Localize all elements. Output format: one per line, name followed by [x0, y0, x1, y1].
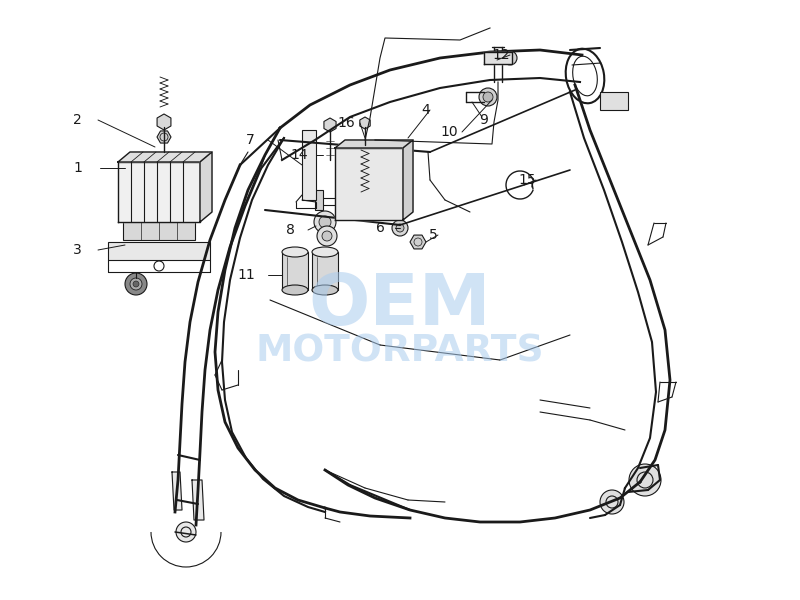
Text: MOTORPARTS: MOTORPARTS: [256, 334, 544, 370]
Bar: [108, 242, 210, 260]
Ellipse shape: [312, 247, 338, 257]
Text: 2: 2: [74, 113, 82, 127]
Text: 15: 15: [518, 173, 536, 187]
Circle shape: [503, 51, 517, 65]
Text: 12: 12: [492, 48, 510, 62]
Ellipse shape: [282, 285, 308, 295]
Circle shape: [392, 220, 408, 236]
Polygon shape: [335, 140, 413, 148]
Text: 6: 6: [376, 221, 385, 235]
Text: 9: 9: [479, 113, 488, 127]
Polygon shape: [172, 472, 182, 510]
Polygon shape: [484, 52, 512, 64]
Circle shape: [130, 278, 142, 290]
Polygon shape: [118, 152, 212, 162]
Bar: [302, 130, 316, 200]
Bar: [123, 222, 195, 240]
Text: 5: 5: [430, 228, 438, 242]
Circle shape: [396, 224, 404, 232]
Bar: [600, 92, 628, 110]
Bar: [315, 190, 323, 210]
Text: 14: 14: [290, 148, 308, 162]
Circle shape: [322, 231, 332, 241]
Polygon shape: [200, 152, 212, 222]
Bar: [312, 252, 338, 290]
Circle shape: [629, 464, 661, 496]
Circle shape: [483, 92, 493, 102]
Circle shape: [176, 522, 196, 542]
Circle shape: [133, 281, 139, 287]
Circle shape: [319, 216, 331, 228]
Text: 8: 8: [286, 223, 295, 237]
Circle shape: [479, 88, 497, 106]
Circle shape: [341, 154, 349, 162]
Text: 10: 10: [440, 125, 458, 139]
Circle shape: [314, 211, 336, 233]
Text: 16: 16: [338, 116, 355, 130]
Polygon shape: [403, 140, 413, 220]
Polygon shape: [335, 148, 403, 220]
Text: 3: 3: [74, 243, 82, 257]
Ellipse shape: [312, 285, 338, 295]
Polygon shape: [118, 162, 200, 222]
Circle shape: [125, 273, 147, 295]
Circle shape: [317, 226, 337, 246]
Text: 11: 11: [238, 268, 255, 282]
Polygon shape: [192, 480, 204, 520]
Ellipse shape: [282, 247, 308, 257]
Text: OEM: OEM: [309, 271, 491, 340]
Text: 4: 4: [422, 103, 430, 117]
Bar: [282, 252, 308, 290]
Circle shape: [341, 206, 349, 214]
Text: 1: 1: [73, 161, 82, 175]
Circle shape: [600, 490, 624, 514]
Text: 7: 7: [246, 133, 255, 147]
